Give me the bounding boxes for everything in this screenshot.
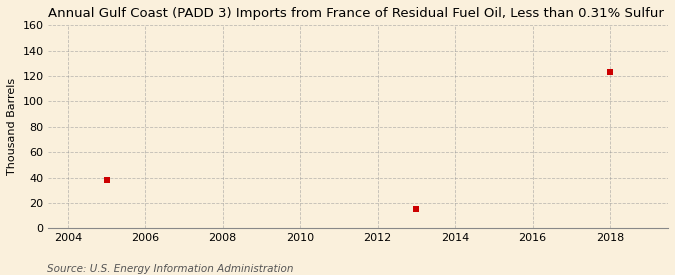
Y-axis label: Thousand Barrels: Thousand Barrels bbox=[7, 78, 17, 175]
Text: Source: U.S. Energy Information Administration: Source: U.S. Energy Information Administ… bbox=[47, 264, 294, 274]
Text: Annual Gulf Coast (PADD 3) Imports from France of Residual Fuel Oil, Less than 0: Annual Gulf Coast (PADD 3) Imports from … bbox=[49, 7, 664, 20]
